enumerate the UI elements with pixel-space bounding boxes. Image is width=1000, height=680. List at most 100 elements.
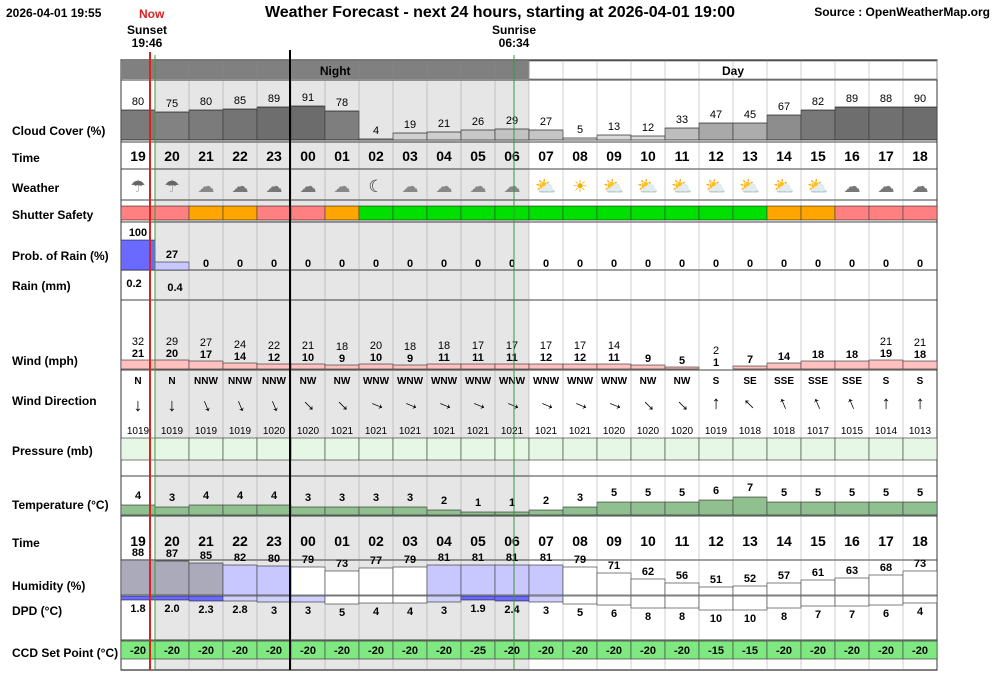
- mostly-cloudy-day-icon: ⛅: [773, 177, 794, 196]
- pressure-value: 1014: [875, 426, 898, 437]
- sun-icon: ☀: [572, 177, 587, 196]
- row-label-rain-prob: Prob. of Rain (%): [12, 249, 109, 263]
- cloud-cover-value: 80: [132, 96, 144, 108]
- temperature-bar: [630, 501, 666, 516]
- rain-prob-value: 0: [203, 258, 209, 270]
- temperature-value: 4: [203, 490, 210, 502]
- partly-cloudy-night-icon: ☁: [334, 177, 351, 196]
- time-value: 03: [402, 148, 418, 164]
- cloud-cover-bar: [222, 108, 258, 141]
- partly-sunny-icon: ⛅: [705, 177, 726, 196]
- dpd-bar: [154, 595, 190, 601]
- sunrise-time: 06:34: [498, 36, 530, 50]
- wind-speed-value: 12: [540, 352, 552, 364]
- wind-direction-arrow: ↓: [844, 394, 860, 416]
- temperature-bar: [324, 506, 360, 516]
- cloud-cover-bar: [256, 106, 292, 141]
- shutter-safety-cell: [800, 205, 836, 221]
- row-label-pressure: Pressure (mb): [12, 444, 93, 458]
- temperature-bar: [868, 501, 904, 516]
- cloud-cover-value: 67: [778, 101, 790, 113]
- humidity-bar: [766, 582, 802, 596]
- rain-mm-value: 0.2: [126, 278, 141, 290]
- dpd-value: 10: [744, 613, 756, 625]
- dpd-bar: [766, 595, 802, 609]
- rain-prob-value: 0: [577, 258, 583, 270]
- ccd-value: -15: [708, 645, 724, 657]
- dpd-bar: [494, 595, 530, 602]
- wind-speed-bar: [732, 365, 768, 370]
- wind-speed-value: 20: [166, 348, 178, 360]
- temperature-bar: [800, 501, 836, 516]
- dpd-bar: [868, 595, 904, 606]
- showers-night-icon: ☂: [164, 177, 179, 196]
- pressure-bar: [324, 437, 360, 461]
- sunrise-label: Sunrise: [491, 23, 536, 37]
- temperature-value: 4: [135, 490, 142, 502]
- shutter-safety-cell: [358, 205, 394, 221]
- temperature-bar: [256, 504, 292, 516]
- humidity-bar: [358, 567, 394, 596]
- humidity-bar: [562, 566, 598, 596]
- cloud-cover-bar: [834, 106, 870, 141]
- rain-prob-value: 0: [781, 258, 787, 270]
- dpd-value: 8: [645, 611, 651, 623]
- sunset-time: 19:46: [131, 36, 163, 50]
- shutter-safety-cell: [698, 205, 734, 221]
- dpd-value: 1.9: [470, 603, 485, 615]
- cloud-cover-bar: [596, 134, 632, 141]
- dpd-bar: [222, 595, 258, 602]
- temperature-bar: [358, 506, 394, 516]
- humidity-bar: [188, 562, 224, 596]
- wind-speed-value: 11: [438, 352, 450, 364]
- wind-direction-label: WNW: [397, 376, 424, 387]
- wind-speed-value: 17: [200, 349, 212, 361]
- dpd-bar: [460, 595, 496, 601]
- time-value-bottom: 13: [742, 533, 758, 549]
- wind-direction-label: N: [134, 376, 141, 387]
- temperature-bar: [528, 509, 564, 516]
- time-value: 16: [844, 148, 860, 164]
- cloud-cover-bar: [290, 105, 326, 141]
- cloud-cover-bar: [562, 137, 598, 141]
- pressure-value: 1021: [501, 426, 524, 437]
- cloud-cover-bar: [698, 122, 734, 141]
- wind-speed-bar: [494, 363, 530, 370]
- time-value: 12: [708, 148, 724, 164]
- shutter-safety-cell: [392, 205, 428, 221]
- page-title: Weather Forecast - next 24 hours, starti…: [264, 4, 736, 21]
- time-value: 02: [368, 148, 384, 164]
- wind-speed-bar: [868, 359, 904, 370]
- wind-direction-label: N: [168, 376, 175, 387]
- humidity-bar: [902, 570, 938, 596]
- dpd-value: 2.3: [198, 604, 213, 616]
- cloudy-icon: ☁: [878, 177, 895, 196]
- cloud-cover-value: 21: [438, 118, 450, 130]
- dpd-bar: [698, 595, 734, 611]
- time-value-bottom: 22: [232, 533, 248, 549]
- dpd-value: 8: [679, 611, 685, 623]
- time-value: 21: [198, 148, 214, 164]
- ccd-value: -15: [742, 645, 758, 657]
- temperature-value: 3: [407, 492, 413, 504]
- row-label-wind: Wind (mph): [12, 354, 78, 368]
- temperature-bar: [188, 504, 224, 516]
- wind-speed-bar: [596, 363, 632, 370]
- cloud-cover-bar: [902, 106, 938, 141]
- temperature-value: 7: [747, 482, 753, 494]
- partly-cloudy-night-icon: ☁: [402, 177, 419, 196]
- wind-speed-value: 14: [234, 351, 247, 363]
- pressure-value: 1019: [705, 426, 728, 437]
- time-value: 08: [572, 148, 588, 164]
- rain-prob-value: 0: [883, 258, 889, 270]
- dpd-value: 4: [917, 606, 924, 618]
- row-label-cloud: Cloud Cover (%): [12, 124, 106, 138]
- pressure-bar: [494, 437, 530, 461]
- time-value: 06: [504, 148, 520, 164]
- sunset-marker: Sunset 19:46: [112, 24, 182, 50]
- pressure-value: 1021: [569, 426, 592, 437]
- wind-speed-bar: [188, 360, 224, 370]
- wind-speed-value: 11: [472, 352, 484, 364]
- dpd-value: 4: [373, 606, 380, 618]
- wind-direction-label: NW: [334, 376, 351, 387]
